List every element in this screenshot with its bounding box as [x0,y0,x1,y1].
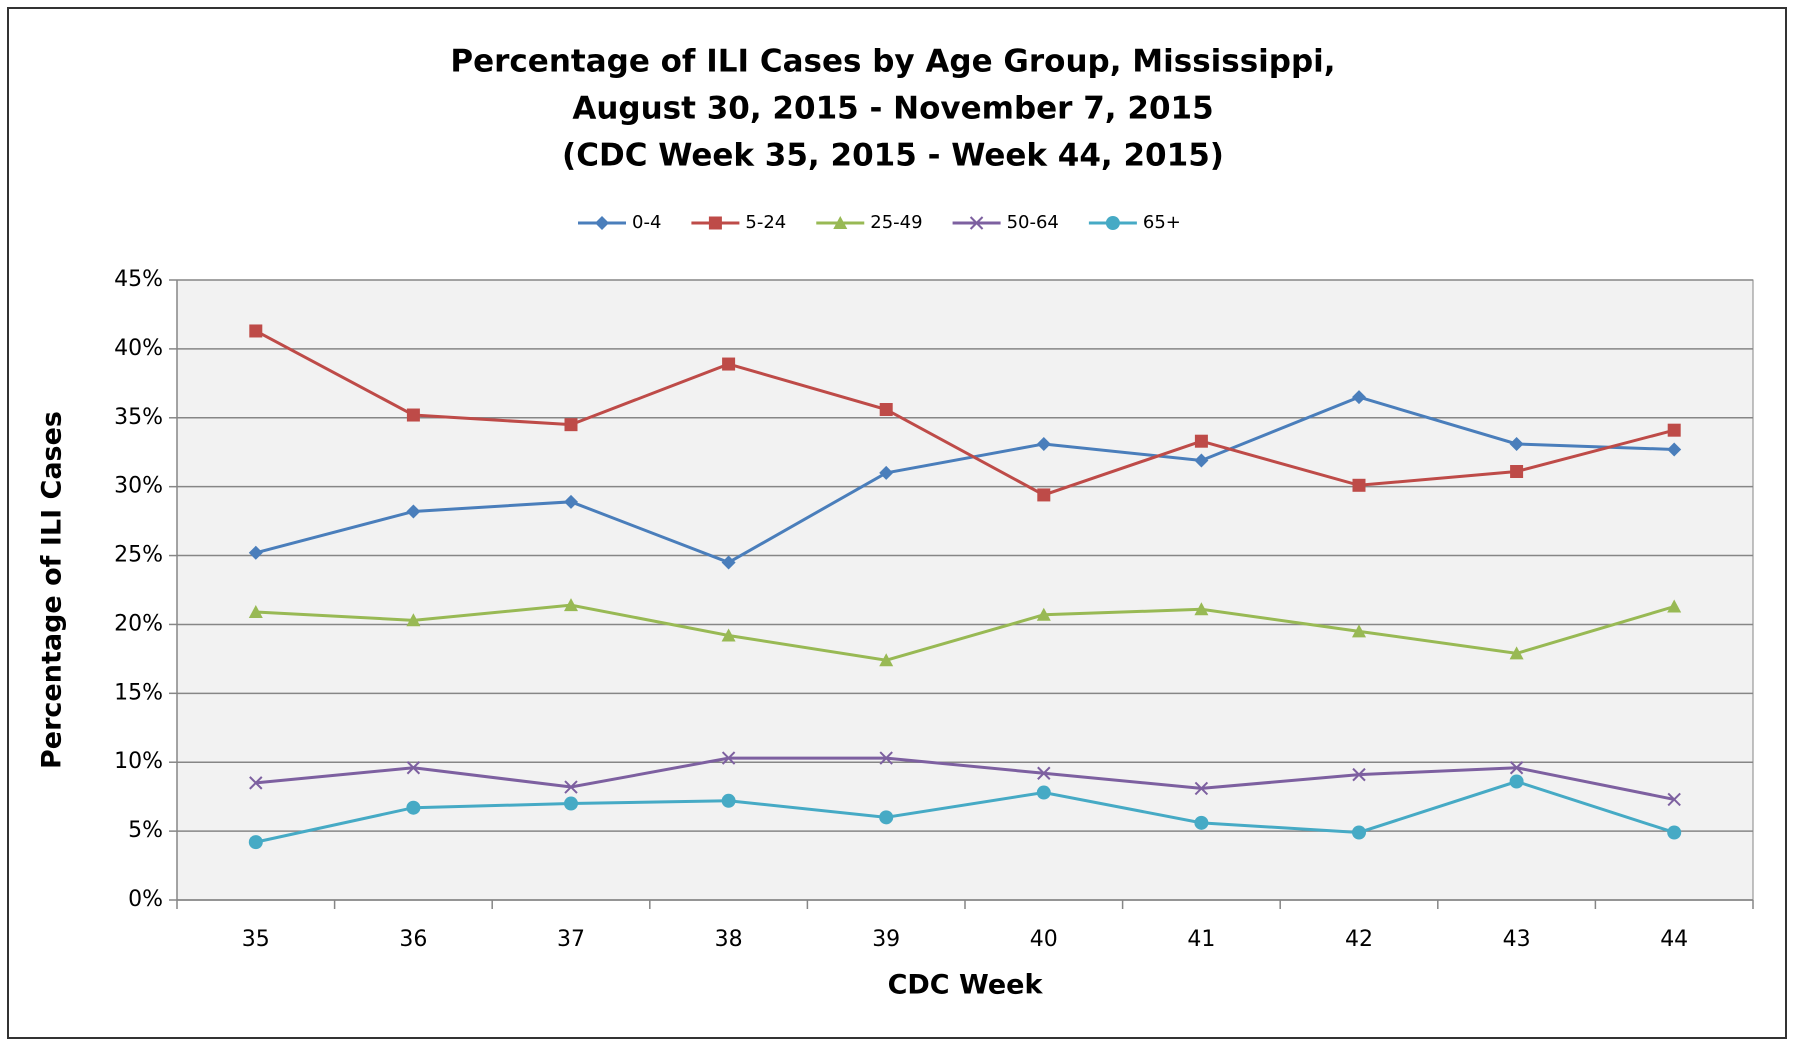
chart-title: (CDC Week 35, 2015 - Week 44, 2015) [562,138,1224,174]
data-point [406,408,420,422]
data-point [406,504,421,519]
data-point [1037,488,1051,502]
x-tick-label: 37 [557,927,585,952]
data-point [1352,390,1366,405]
legend-marker [708,216,722,230]
data-point [1509,436,1524,451]
data-point [406,800,421,815]
y-tick-label: 40% [114,336,163,361]
series-line [255,395,1675,565]
series-line [255,779,1675,844]
y-tick-label: 0% [128,887,163,912]
data-point [1194,815,1209,830]
data-point [406,613,421,627]
data-point [1194,602,1209,616]
chart-title: August 30, 2015 - November 7, 2015 [572,91,1213,127]
data-point [1036,785,1051,800]
data-point [1194,434,1208,448]
data-point [249,776,263,790]
legend-label: 50-64 [1007,212,1059,233]
data-point [564,796,578,811]
data-point [721,628,736,642]
x-tick-label: 44 [1660,927,1688,952]
y-axis-title: Percentage of ILI Cases [37,411,68,769]
data-point [248,605,263,619]
data-point [721,555,736,570]
legend-marker [595,216,609,230]
data-point [1352,767,1366,782]
legend-marker [969,216,984,230]
data-point [564,780,578,794]
x-tick-label: 39 [872,927,900,952]
x-tick-label: 43 [1503,927,1531,952]
data-point [1667,423,1681,437]
y-tick-label: 10% [114,749,163,774]
x-tick-label: 35 [242,927,270,952]
x-tick-label: 42 [1345,927,1373,952]
data-point [879,810,894,825]
data-point [1194,453,1209,468]
data-point [879,653,894,667]
data-point [1667,599,1682,613]
x-tick-label: 40 [1030,927,1058,952]
data-point [1036,436,1051,451]
y-tick-label: 25% [114,543,163,568]
data-point [248,835,263,850]
data-point [879,465,894,480]
data-point [1667,825,1682,840]
data-point [1509,774,1524,789]
legend-label: 65+ [1143,212,1181,233]
data-point [721,751,736,765]
chart-title: Percentage of ILI Cases by Age Group, Mi… [450,44,1335,80]
data-point [1352,478,1366,492]
plot-area [176,279,1754,901]
data-point [1509,761,1524,775]
data-point [564,598,578,612]
data-point [564,418,578,432]
data-point [1194,781,1209,796]
data-point [1509,646,1524,660]
data-point [1510,465,1524,479]
data-point [1037,766,1051,780]
data-point [1352,624,1366,638]
data-point [721,793,736,808]
y-tick-label: 35% [114,405,163,430]
y-tick-label: 5% [128,818,163,843]
series-line [255,329,1675,497]
y-tick-label: 45% [114,267,163,292]
data-point [1036,607,1051,621]
data-point [1667,792,1681,807]
x-tick-label: 38 [715,927,743,952]
data-point [248,545,263,560]
y-tick-label: 30% [114,474,163,499]
data-point [564,494,578,509]
data-point [1352,825,1366,840]
data-point [879,403,893,417]
series-line [255,756,1675,801]
y-tick-label: 15% [114,680,163,705]
x-tick-label: 36 [399,927,427,952]
x-tick-label: 41 [1187,927,1215,952]
legend-label: 25-49 [870,212,922,233]
y-tick-label: 20% [114,611,163,636]
data-point [249,324,263,338]
data-point [406,761,421,775]
data-point [722,357,736,371]
legend-label: 0-4 [632,212,661,233]
data-point [1667,442,1682,457]
series-line [255,603,1675,662]
data-point [879,751,893,765]
legend-marker [1105,216,1120,230]
x-axis-title: CDC Week [888,970,1044,1001]
legend-marker [833,216,848,229]
legend-label: 5-24 [745,212,786,233]
